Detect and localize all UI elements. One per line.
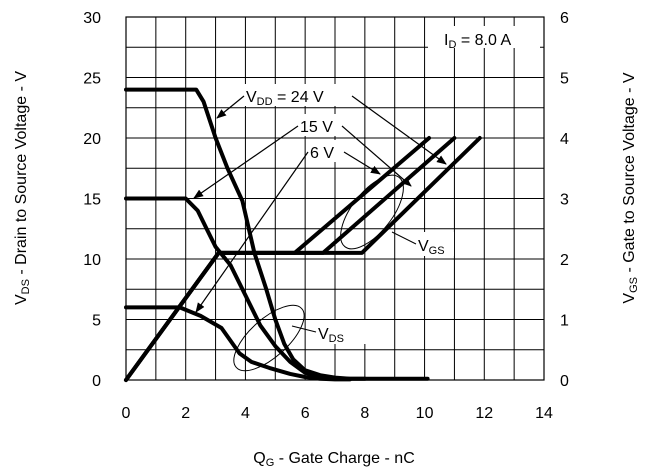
- x-tick-label-8: 8: [360, 405, 369, 422]
- y-left-tick-label-5: 5: [92, 313, 101, 330]
- y-left-tick-label-20: 20: [83, 131, 101, 148]
- condition-label-bg: [428, 26, 540, 48]
- y-left-tick-label-15: 15: [83, 192, 101, 209]
- x-tick-label-2: 2: [181, 405, 190, 422]
- vgs-group-label: VGS: [418, 238, 445, 257]
- x-tick-label-14: 14: [535, 405, 553, 422]
- vdd-24-label: VDD = 24 V: [246, 89, 324, 108]
- y-right-tick-label-6: 6: [560, 10, 569, 27]
- y-right-tick-label-3: 3: [560, 192, 569, 209]
- vds-label-bg: [314, 320, 368, 344]
- x-tick-label-4: 4: [241, 405, 250, 422]
- series-line-vds-6-v: [124, 305, 352, 382]
- arrow-vdd6-vgs: [343, 151, 381, 175]
- plot-frame: [125, 16, 545, 381]
- vdd-6-label: 6 V: [310, 145, 334, 162]
- vds-group-ellipse: [233, 304, 305, 372]
- x-tick-label-0: 0: [122, 405, 131, 422]
- y-right-tick-label-2: 2: [560, 252, 569, 269]
- y-right-tick-label-5: 5: [560, 71, 569, 88]
- y-left-axis-label: VDS - Drain to Source Voltage - V: [13, 71, 32, 305]
- vdd-15-label-bg: [296, 114, 344, 136]
- x-tick-label-10: 10: [416, 405, 434, 422]
- vgs-ellipse-leader: [391, 231, 417, 245]
- y-right-tick-label-4: 4: [560, 131, 569, 148]
- vds-group-label: VDS: [318, 326, 344, 345]
- arrow-vdd24-vds: [216, 95, 245, 119]
- y-right-tick-label-0: 0: [560, 373, 569, 390]
- y-left-tick-label-25: 25: [83, 71, 101, 88]
- curves: [124, 87, 482, 382]
- vgs-group-ellipse: [340, 174, 404, 250]
- arrow-vdd6-vds: [195, 151, 309, 313]
- vds-ellipse-leader: [291, 325, 317, 333]
- arrow-vdd15-vds: [193, 125, 299, 199]
- x-tick-label-6: 6: [301, 405, 310, 422]
- vdd-15-label: 15 V: [300, 119, 333, 136]
- vgs-label-bg: [416, 232, 454, 256]
- y-right-tick-label-1: 1: [560, 313, 569, 330]
- y-right-axis-label: VGS - Gate to Source Voltage - V: [621, 72, 640, 303]
- plot-border: [125, 16, 545, 381]
- vdd-24-label-bg: [242, 84, 354, 106]
- vdd-6-label-bg: [306, 140, 346, 162]
- condition-label: ID = 8.0 A: [444, 32, 511, 51]
- x-axis-label: QG - Gate Charge - nC: [253, 450, 415, 469]
- y-left-tick-label-30: 30: [83, 10, 101, 27]
- series-line-vgs-24-v: [124, 136, 482, 382]
- y-left-tick-label-10: 10: [83, 252, 101, 269]
- arrow-vdd15-vgs: [341, 125, 412, 187]
- y-left-tick-label-0: 0: [92, 373, 101, 390]
- arrow-vdd24-vgs: [351, 95, 447, 165]
- x-tick-label-12: 12: [475, 405, 493, 422]
- grid: [126, 17, 544, 380]
